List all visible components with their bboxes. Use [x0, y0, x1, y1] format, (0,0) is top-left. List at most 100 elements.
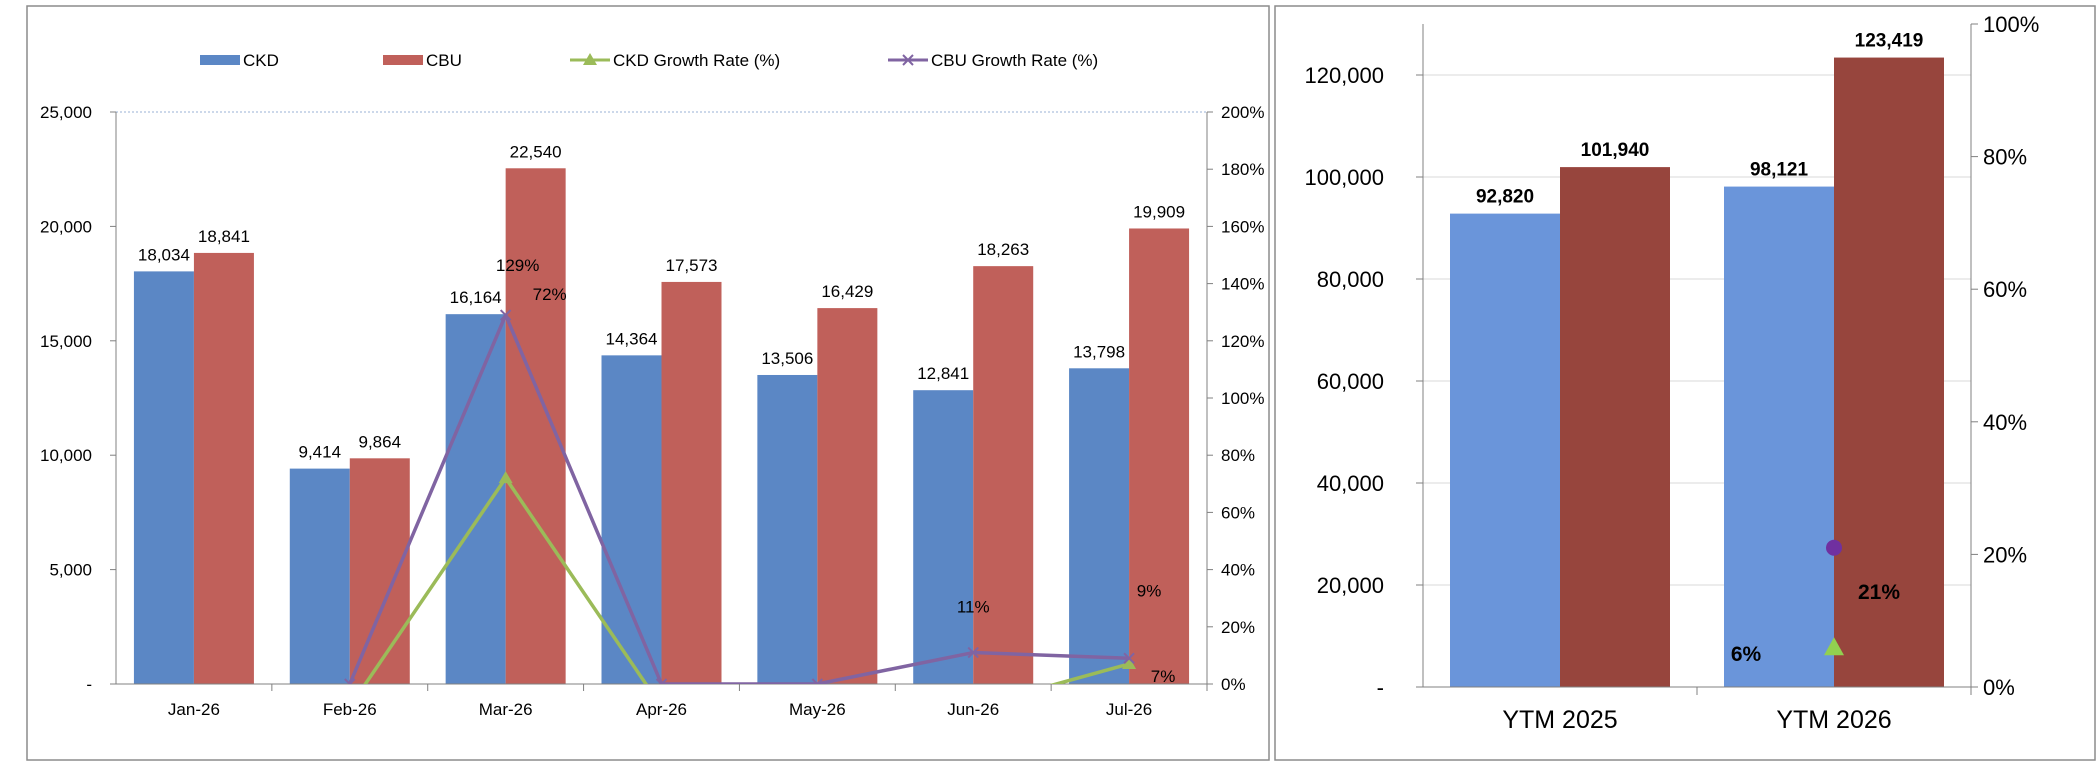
- bar-value-label: 18,841: [198, 227, 250, 246]
- left-y-tick-label: 20,000: [1317, 573, 1384, 598]
- right-y-tick-label: 200%: [1221, 103, 1264, 122]
- right-y-tick-label: 40%: [1983, 410, 2027, 435]
- bar-ckd: [445, 314, 506, 684]
- left-y-tick-label: 20,000: [40, 217, 92, 236]
- left-y-tick-label: 120,000: [1304, 63, 1384, 88]
- growth-value-label: 21%: [1858, 581, 1900, 604]
- bar-cbu: [1834, 57, 1944, 687]
- cbu-growth-marker: [344, 678, 356, 684]
- cbu-growth-marker: [967, 646, 979, 659]
- right-y-tick-label: 20%: [1221, 618, 1255, 637]
- bar-value-label: 19,909: [1133, 202, 1185, 221]
- bar-value-label: 16,164: [450, 288, 502, 307]
- growth-value-label: 9%: [1137, 581, 1162, 600]
- bar-cbu: [973, 266, 1034, 684]
- left-y-tick-label: 5,000: [49, 561, 92, 580]
- right-y-tick-label: 60%: [1983, 277, 2027, 302]
- ytm-chart: - 20,000 40,000 60,000 80,000 100,000 120,000 0…: [1304, 12, 2039, 734]
- right-y-tick-label: 40%: [1221, 561, 1255, 580]
- left-y-tick-label: 100,000: [1304, 165, 1384, 190]
- x-tick-label: May-26: [789, 700, 846, 719]
- bar-value-label: 9,864: [359, 432, 402, 451]
- bar-value-label: 123,419: [1855, 31, 1924, 52]
- legend-triangle-marker: [583, 53, 597, 65]
- right-y-tick-label: 160%: [1221, 217, 1264, 236]
- bar-ckd: [913, 390, 974, 684]
- bar-value-label: 22,540: [510, 142, 562, 161]
- growth-value-label: 11%: [957, 598, 990, 617]
- right-y-tick-label: 0%: [1221, 675, 1246, 694]
- bar-ckd: [1724, 186, 1834, 688]
- right-y-tick-label: 180%: [1221, 160, 1264, 179]
- x-tick-label: Jul-26: [1106, 700, 1152, 719]
- x-tick-label: Mar-26: [479, 700, 533, 719]
- ckd-growth-marker: [1824, 637, 1844, 656]
- ckd-growth-marker: [1122, 656, 1137, 669]
- bar-ckd: [601, 355, 662, 684]
- bar-value-label: 9,414: [299, 443, 342, 462]
- right-y-tick-label: 140%: [1221, 275, 1264, 294]
- bar-value-label: 14,364: [606, 329, 658, 348]
- cbu-growth-marker: [1123, 652, 1135, 664]
- right-chart-frame: [1274, 5, 2096, 761]
- left-y-tick-label: -: [86, 675, 92, 694]
- left-y-tick-label: -: [1377, 675, 1384, 700]
- left-y-tick-label: 80,000: [1317, 267, 1384, 292]
- cbu-growth-marker: [1826, 539, 1842, 556]
- legend-label: CBU: [426, 51, 462, 70]
- cbu-growth-marker: [655, 678, 668, 684]
- bar-cbu: [661, 281, 722, 684]
- bar-value-label: 18,034: [138, 245, 190, 264]
- bar-ckd: [1069, 368, 1130, 684]
- bar-value-label: 17,573: [666, 256, 718, 275]
- right-y-tick-label: 80%: [1221, 446, 1255, 465]
- right-y-tick-label: 100%: [1221, 389, 1264, 408]
- x-tick-label: Feb-26: [323, 700, 377, 719]
- x-tick-label: Apr-26: [636, 700, 687, 719]
- growth-value-label: 7%: [1151, 667, 1176, 686]
- left-y-tick-label: 60,000: [1317, 369, 1384, 394]
- bar-ckd: [289, 468, 350, 684]
- bar-value-label: 13,798: [1073, 342, 1125, 361]
- growth-lines: [344, 309, 1137, 684]
- left-y-tick-label: 15,000: [40, 332, 92, 351]
- legend-label: CKD: [243, 51, 279, 70]
- legend-swatch-ckd: [200, 55, 240, 65]
- bar-cbu: [505, 168, 566, 685]
- left-y-tick-label: 25,000: [40, 103, 92, 122]
- growth-line-cbu: [348, 313, 1130, 684]
- ckd-growth-marker: [498, 471, 513, 484]
- bar-cbu: [1560, 167, 1670, 687]
- right-y-tick-label: 80%: [1983, 145, 2027, 170]
- bar-cbu: [1129, 228, 1190, 684]
- x-tick-label: YTM 2025: [1502, 706, 1617, 734]
- right-y-tick-label: 120%: [1221, 332, 1264, 351]
- x-tick-label: Jun-26: [947, 700, 999, 719]
- right-y-tick-label: 20%: [1983, 542, 2027, 567]
- legend-x-marker: [902, 54, 914, 66]
- bar-cbu: [349, 458, 410, 684]
- legend-label: CKD Growth Rate (%): [613, 51, 780, 70]
- bar-value-label: 92,820: [1476, 187, 1534, 208]
- bar-value-label: 18,263: [977, 240, 1029, 259]
- growth-value-label: 129%: [496, 256, 539, 275]
- cbu-growth-marker: [499, 309, 512, 321]
- bar-ckd: [1450, 213, 1560, 688]
- monthly-chart: - 5,000 10,000 15,000 20,000 25,000 0% 20% 40% 60…: [40, 51, 1264, 719]
- bar-value-label: 16,429: [821, 282, 873, 301]
- cbu-growth-marker: [811, 678, 824, 684]
- legend-swatch-cbu: [383, 55, 423, 65]
- growth-line-ckd: [363, 476, 1130, 684]
- bar-ckd: [133, 271, 194, 684]
- bar-value-label: 98,121: [1750, 160, 1809, 181]
- x-tick-label: Jan-26: [168, 700, 220, 719]
- legend-label: CBU Growth Rate (%): [931, 51, 1098, 70]
- right-y-tick-label: 0%: [1983, 675, 2015, 700]
- right-y-tick-label: 100%: [1983, 12, 2039, 37]
- left-y-tick-label: 40,000: [1317, 471, 1384, 496]
- right-y-tick-label: 60%: [1221, 503, 1255, 522]
- bar-value-label: 101,940: [1581, 140, 1650, 161]
- bar-cbu: [193, 252, 254, 685]
- bar-value-label: 12,841: [917, 364, 969, 383]
